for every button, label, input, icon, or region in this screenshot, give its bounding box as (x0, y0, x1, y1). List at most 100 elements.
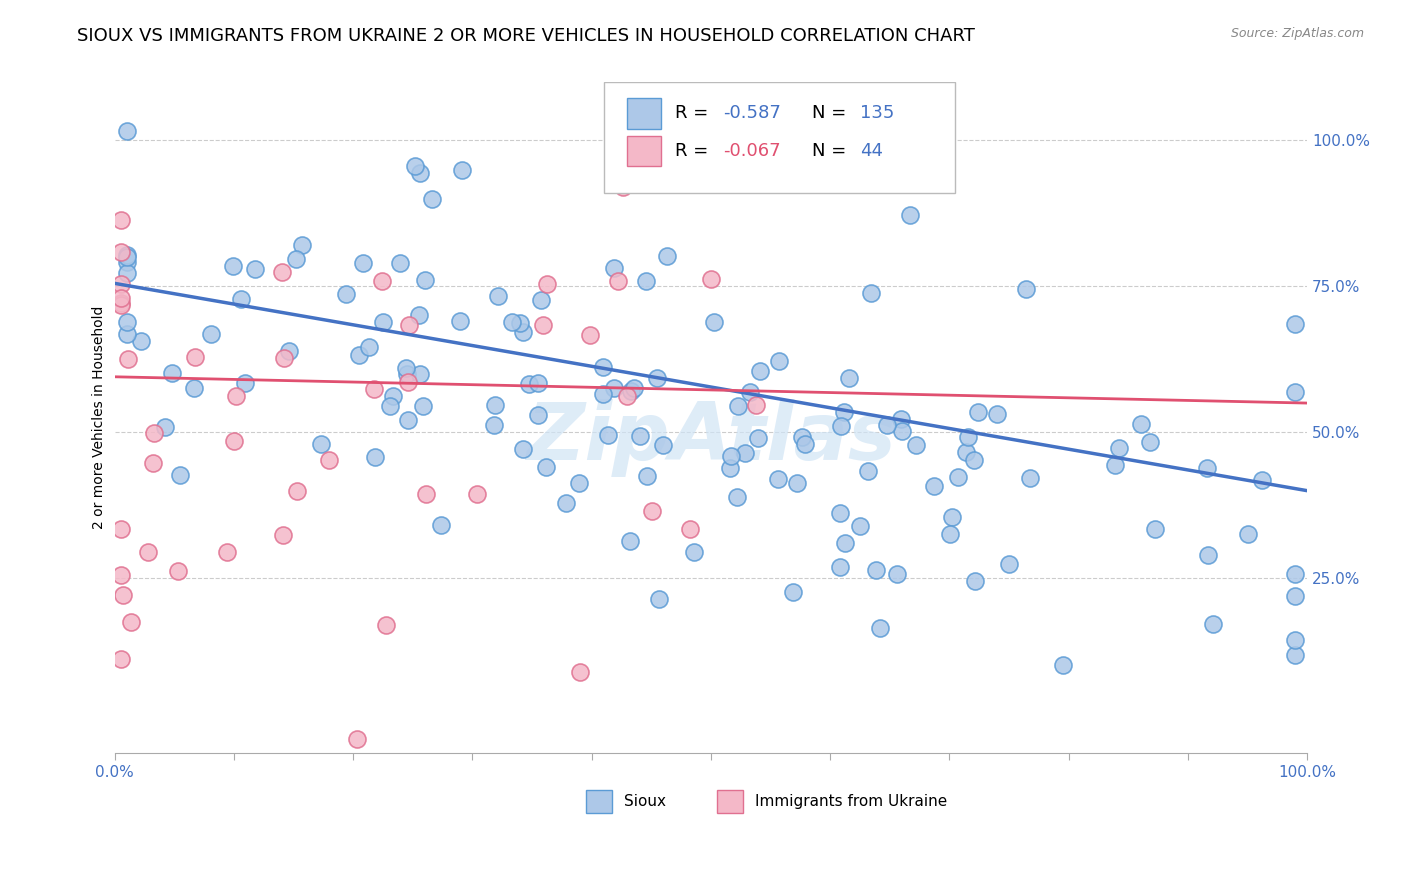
Point (592, 386, 614, 401)
Point (941, 509, 963, 524)
Point (567, 475, 589, 490)
Point (830, 419, 852, 434)
Point (828, 506, 851, 520)
Point (1144, 522, 1167, 536)
Point (606, 274, 628, 288)
Point (271, 527, 294, 541)
Point (184, 351, 207, 365)
Point (370, 274, 392, 288)
Point (860, 286, 883, 301)
Point (1108, 441, 1130, 455)
Point (620, 384, 643, 398)
Point (110, 296, 132, 310)
Point (110, 245, 132, 260)
Point (1251, 473, 1274, 487)
Point (486, 289, 509, 303)
Point (648, 592, 671, 607)
Point (217, 545, 239, 559)
Point (1284, 648, 1306, 662)
Point (603, 381, 626, 395)
Point (720, 449, 742, 463)
Point (636, 274, 658, 288)
Point (396, 367, 419, 381)
Point (856, 464, 879, 478)
Point (111, 588, 134, 602)
Point (645, 370, 668, 384)
Point (408, 308, 430, 322)
Point (222, 259, 245, 273)
Point (353, 255, 375, 269)
Point (1197, 548, 1219, 562)
Point (794, 437, 817, 451)
Point (233, 376, 256, 391)
Point (363, 382, 385, 396)
Point (389, 256, 412, 270)
Point (129, 334, 152, 348)
Point (734, 446, 756, 460)
Point (373, 315, 395, 329)
Text: SIOUX VS IMMIGRANTS FROM UKRAINE 2 OR MORE VEHICLES IN HOUSEHOLD CORRELATION CHA: SIOUX VS IMMIGRANTS FROM UKRAINE 2 OR MO… (77, 27, 976, 45)
Point (655, 249, 678, 263)
Point (749, 364, 772, 378)
Point (579, 327, 602, 342)
Point (876, 417, 898, 432)
Point (865, 564, 887, 578)
Point (396, 375, 419, 389)
Point (110, 291, 132, 305)
Point (1014, 282, 1036, 296)
FancyBboxPatch shape (603, 82, 955, 193)
Text: R =: R = (675, 142, 714, 160)
Point (596, 428, 619, 442)
Point (409, 367, 432, 381)
Text: Source: ZipAtlas.com: Source: ZipAtlas.com (1230, 27, 1364, 40)
Point (364, 450, 387, 464)
Point (378, 399, 401, 413)
Point (738, 384, 761, 399)
Point (531, 318, 554, 332)
Point (527, 376, 550, 391)
Point (121, 615, 143, 630)
Point (891, 424, 914, 438)
Point (924, 479, 946, 493)
Point (700, 272, 723, 286)
Point (530, 293, 553, 308)
Point (484, 398, 506, 412)
Point (200, 327, 222, 342)
FancyBboxPatch shape (717, 790, 742, 814)
Point (482, 418, 505, 433)
Point (412, 400, 434, 414)
Point (640, 504, 662, 518)
Point (890, 412, 912, 426)
Point (115, 123, 138, 137)
Point (986, 407, 1008, 421)
Point (110, 652, 132, 666)
Point (592, 360, 614, 375)
Point (1052, 657, 1074, 672)
Point (142, 456, 165, 470)
Point (115, 250, 138, 264)
Point (792, 430, 814, 444)
Point (110, 298, 132, 312)
Point (509, 316, 531, 330)
Y-axis label: 2 or more Vehicles in Household: 2 or more Vehicles in Household (93, 306, 107, 529)
Point (409, 166, 432, 180)
Point (382, 389, 405, 403)
Point (554, 496, 576, 510)
Point (747, 431, 769, 445)
Point (1202, 617, 1225, 632)
Point (869, 622, 891, 636)
Point (718, 461, 741, 475)
Point (849, 519, 872, 533)
Text: 135: 135 (860, 104, 894, 122)
Point (955, 444, 977, 458)
Point (834, 536, 856, 550)
Point (619, 533, 641, 548)
Point (886, 567, 908, 582)
Point (278, 344, 301, 359)
Point (335, 287, 357, 301)
Point (291, 238, 314, 252)
Point (395, 360, 418, 375)
Text: Immigrants from Ukraine: Immigrants from Ukraine (755, 794, 948, 809)
Point (229, 292, 252, 306)
Point (782, 584, 804, 599)
